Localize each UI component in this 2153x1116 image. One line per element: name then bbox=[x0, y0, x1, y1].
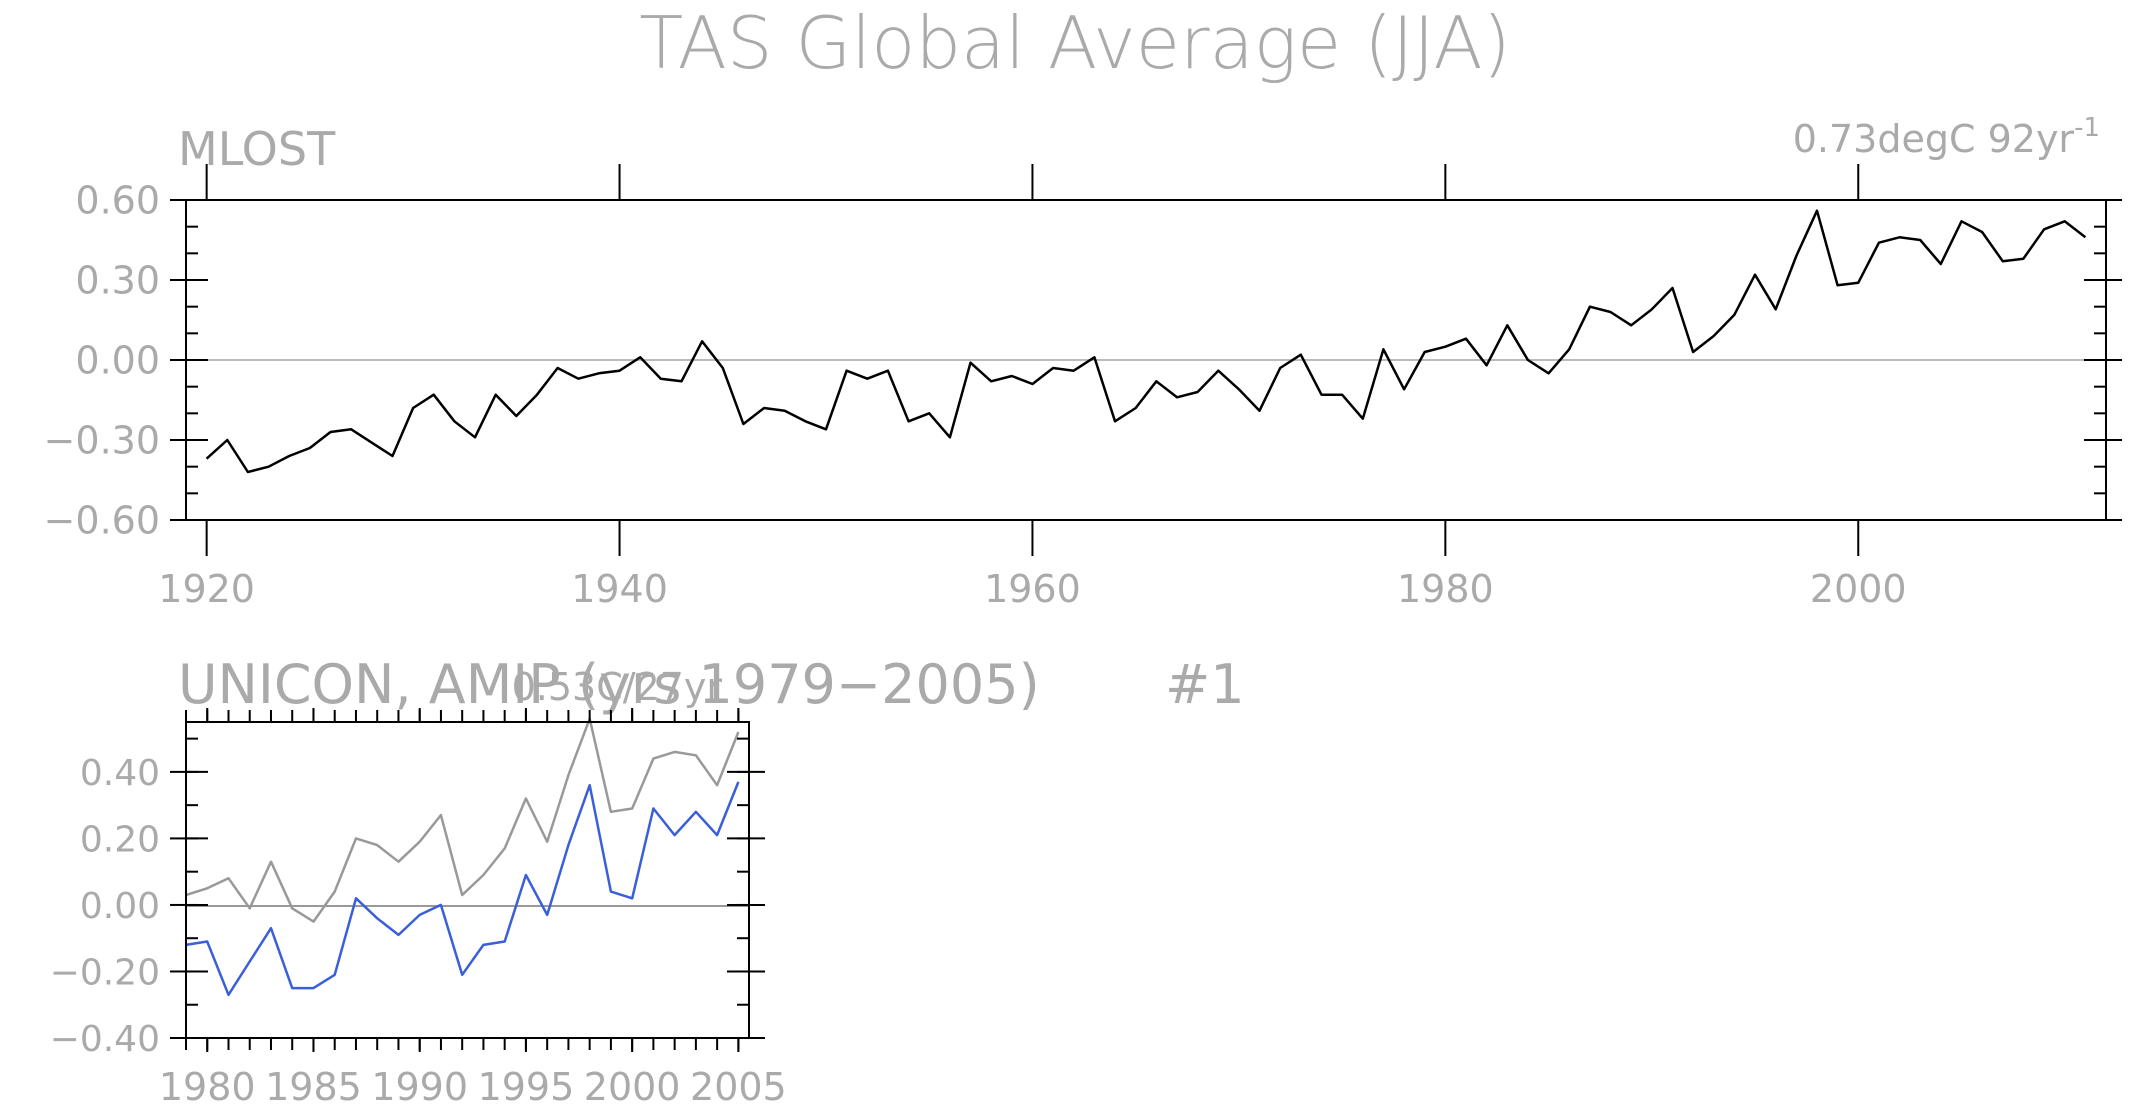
x-tick-label: 2000 bbox=[1810, 567, 1907, 611]
y-tick-label: −0.40 bbox=[50, 1019, 160, 1060]
y-tick-label: 0.60 bbox=[75, 179, 160, 223]
series-line-0 bbox=[185, 717, 740, 923]
panel-mlost: MLOST 0.73degC 92yr-1 0.60 0.30 0.00 −0.30 −… bbox=[44, 113, 2122, 611]
y-tick-label: −0.30 bbox=[44, 419, 160, 463]
x-tick-label: 1995 bbox=[478, 1065, 575, 1109]
series-line-1 bbox=[185, 781, 740, 997]
y-tick-label: 0.30 bbox=[75, 259, 160, 303]
x-tick-label: 1940 bbox=[571, 567, 668, 611]
x-tick-label: 1960 bbox=[984, 567, 1081, 611]
panel-number: #1 bbox=[1165, 653, 1245, 716]
y-tick-label: 0.00 bbox=[80, 886, 160, 927]
panel-label: UNICON, AMIP (yrs 1979−2005) bbox=[178, 653, 1040, 716]
y-tick-label: 0.40 bbox=[80, 753, 160, 794]
x-tick-label: 1920 bbox=[158, 567, 255, 611]
trend-value: 0.73degC 92yr bbox=[1793, 117, 2075, 161]
x-tick-label: 2005 bbox=[690, 1065, 787, 1109]
y-tick-label: 0.20 bbox=[80, 819, 160, 860]
panel-label: MLOST bbox=[178, 122, 336, 176]
x-tick-label: 1990 bbox=[371, 1065, 468, 1109]
panel-unicon: UNICON, AMIP (yrs 1979−2005) #1 0.53C/27… bbox=[50, 653, 1245, 1109]
trend-text: 0.73degC 92yr-1 bbox=[1793, 113, 2100, 161]
x-tick-label: 1980 bbox=[159, 1065, 256, 1109]
y-tick-label: −0.60 bbox=[44, 499, 160, 543]
y-tick-label: 0.00 bbox=[75, 339, 160, 383]
x-tick-label: 2000 bbox=[584, 1065, 681, 1109]
y-tick-label: −0.20 bbox=[50, 952, 160, 993]
series-line-0 bbox=[205, 209, 2087, 474]
trend-superscript: -1 bbox=[2074, 113, 2100, 143]
plot-frame bbox=[185, 721, 750, 1039]
figure-title: TAS Global Average (JJA) bbox=[639, 1, 1511, 85]
trend-text: 0.53C/27yr bbox=[512, 665, 723, 709]
x-tick-label: 1985 bbox=[265, 1065, 362, 1109]
x-tick-label: 1980 bbox=[1397, 567, 1494, 611]
